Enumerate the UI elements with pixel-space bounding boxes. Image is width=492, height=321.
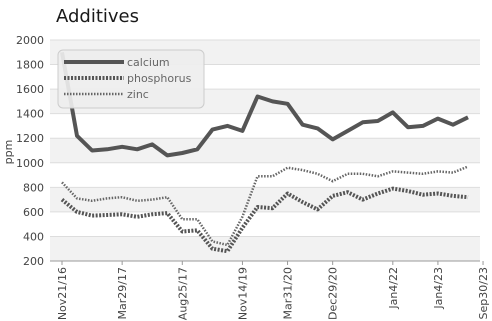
series-line-zinc [61,165,469,247]
series-lines [60,51,469,254]
y-tick-label: 1400 [16,108,44,121]
series-line-phosphorus [60,186,469,254]
x-tick-label: Nov21/16 [56,267,69,320]
x-tick-label: Sep30/23 [477,267,490,319]
y-tick-label: 400 [23,230,44,243]
x-axis-ticks: Nov21/16 Mar29/17 Aug25/17 Nov14/19 Mar31/20… [56,261,490,320]
y-tick-label: 600 [23,206,44,219]
x-tick-label: Jan4/23 [432,267,445,310]
y-tick-label: 1200 [16,132,44,145]
y-tick-label: 800 [23,181,44,194]
chart-title: Additives [56,6,140,27]
y-tick-label: 1600 [16,83,44,96]
y-tick-label: 200 [23,255,44,268]
x-tick-label: Aug25/17 [176,267,189,320]
x-tick-label: Nov14/19 [236,267,249,320]
y-axis-label: ppm [2,140,15,165]
legend-label-phosphorus: phosphorus [127,72,192,85]
x-tick-label: Mar29/17 [116,267,129,319]
x-tick-label: Dec29/20 [327,267,340,320]
plot-band [50,138,480,163]
y-axis-ticks: 200 400 600 800 1000 1200 1400 1600 1800 2000 [16,34,44,268]
y-tick-label: 1800 [16,59,44,72]
x-tick-label: Mar31/20 [282,267,295,319]
legend-label-zinc: zinc [127,88,149,101]
legend-label-calcium: calcium [127,56,170,69]
x-tick-label: Jan4/22 [387,267,400,310]
legend: calcium phosphorus zinc [57,49,205,109]
gridlines [50,39,480,262]
y-tick-label: 1000 [16,157,44,170]
y-tick-label: 2000 [16,34,44,47]
series-line-calcium [60,51,469,158]
plot-band [50,236,480,261]
